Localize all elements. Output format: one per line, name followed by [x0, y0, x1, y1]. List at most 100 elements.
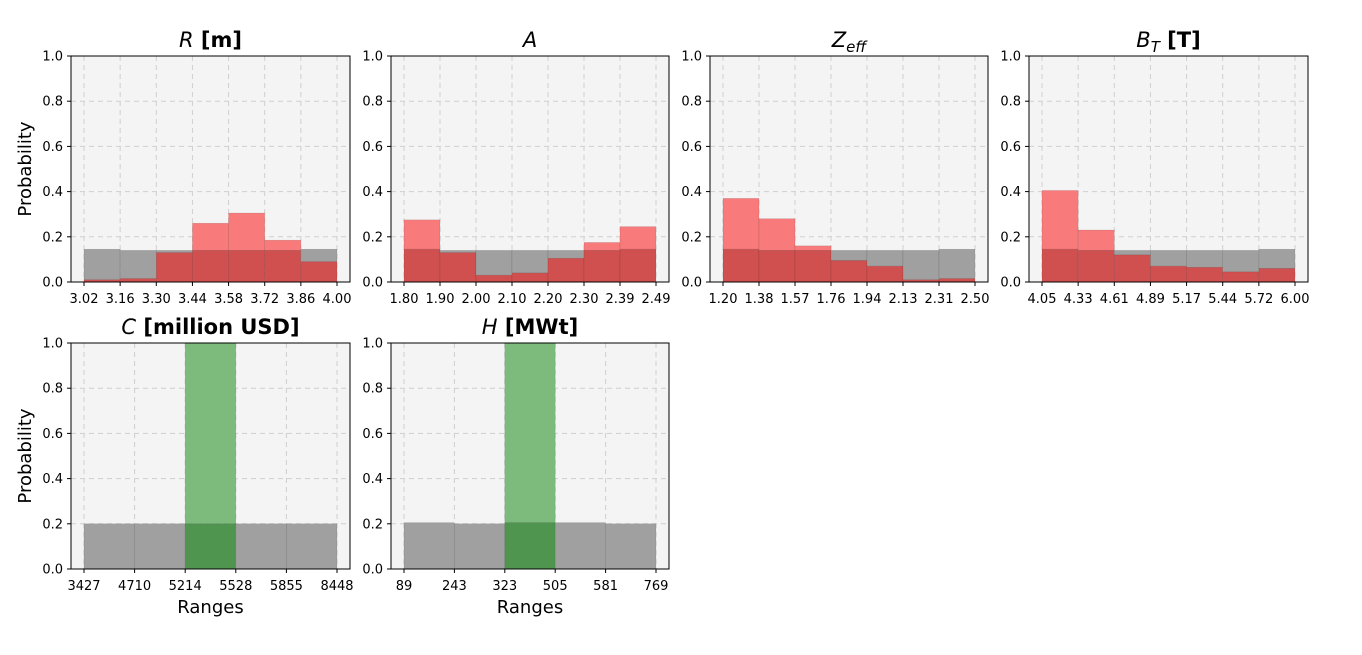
- y-tick-label: 1.0: [42, 337, 63, 352]
- x-tick-label: 5.17: [1172, 292, 1201, 307]
- panel-title: R [m]: [179, 28, 242, 52]
- bar-overlap-1: [1041, 248, 1079, 283]
- x-tick-label: 3.02: [70, 292, 99, 307]
- y-tick-label: 0.8: [1000, 95, 1021, 110]
- title-variable: B: [1136, 28, 1150, 52]
- bar-sample-6: [264, 239, 302, 251]
- y-tick-label: 0.8: [42, 95, 63, 110]
- x-tick-label: 2.13: [889, 292, 918, 307]
- x-tick-label: 4.33: [1064, 292, 1093, 307]
- bar-sample-7: [619, 226, 657, 250]
- panel-title: H [MWt]: [482, 315, 578, 339]
- bar-prior-2: [134, 523, 186, 570]
- x-tick-label: 3.16: [106, 292, 135, 307]
- bar-overlap-6: [264, 250, 302, 283]
- plot-frame: [390, 55, 670, 283]
- y-tick-label: 0.2: [681, 230, 702, 245]
- bar-prior-3: [155, 250, 193, 253]
- x-tick-label: 2.10: [498, 292, 527, 307]
- y-tick-label: 0.6: [362, 140, 383, 155]
- y-tick-label: 0.2: [362, 517, 383, 532]
- chart-panel-5: 0.0 0.2 0.4 0.6 0.8 1.0 3427 4710 5214 5528 5855 84…: [15, 315, 354, 618]
- bar-overlap-4: [830, 260, 868, 283]
- y-tick-label: 0.2: [362, 230, 383, 245]
- y-tick-label: 1.0: [362, 337, 383, 352]
- y-tick-label: 1.0: [1000, 50, 1021, 65]
- bar-prior-7: [300, 248, 338, 262]
- panel-title: BT [T]: [1136, 28, 1200, 56]
- x-tick-label: 2.50: [961, 292, 990, 307]
- bar-overlap-6: [1222, 271, 1260, 283]
- x-tick-label: 1.20: [709, 292, 738, 307]
- y-tick-label: 0.4: [362, 185, 383, 200]
- y-tick-label: 0.4: [42, 185, 63, 200]
- bar-prior-7: [938, 248, 976, 279]
- x-tick-label: 5528: [219, 579, 252, 594]
- bar-overlap-7: [938, 278, 976, 283]
- x-tick-label: 1.94: [853, 292, 882, 307]
- y-tick-label: 1.0: [42, 50, 63, 65]
- chart-panel-3: 0.0 0.2 0.4 0.6 0.8 1.0 1.20 1.38 1.57 1.76 1.94 2.…: [681, 28, 989, 307]
- y-tick-label: 1.0: [681, 50, 702, 65]
- bar-prior-5: [547, 250, 585, 259]
- x-tick-label: 2.49: [642, 292, 671, 307]
- x-tick-label: 2.31: [925, 292, 954, 307]
- bar-overlap-2: [1077, 250, 1115, 283]
- y-tick-label: 0.8: [681, 95, 702, 110]
- x-tick-label: 6.00: [1281, 292, 1310, 307]
- plot-frame: [390, 342, 670, 570]
- y-tick-label: 0.0: [362, 563, 383, 578]
- y-tick-label: 0.2: [1000, 230, 1021, 245]
- y-tick-label: 0.8: [362, 95, 383, 110]
- y-tick-label: 0.0: [681, 276, 702, 291]
- bar-prior-2: [119, 250, 157, 279]
- y-tick-label: 0.6: [362, 427, 383, 442]
- y-tick-label: 0.0: [42, 563, 63, 578]
- x-tick-label: 4.89: [1136, 292, 1165, 307]
- bar-prior-7: [1258, 248, 1296, 269]
- x-tick-label: 1.57: [781, 292, 810, 307]
- bar-overlap-4: [1150, 265, 1187, 283]
- x-tick-label: 5.44: [1208, 292, 1237, 307]
- x-tick-label: 3.72: [250, 292, 279, 307]
- x-tick-label: 2.20: [534, 292, 563, 307]
- x-tick-label: 581: [593, 579, 618, 594]
- x-axis-label: Ranges: [497, 597, 563, 618]
- bar-overlap-1: [722, 248, 760, 283]
- bar-overlap-5: [866, 265, 904, 283]
- bar-prior-5: [605, 523, 657, 570]
- x-tick-label: 4710: [118, 579, 151, 594]
- bar-overlap-2: [758, 250, 796, 283]
- bar-overlap-3: [1113, 254, 1151, 283]
- bar-overlap-4: [511, 272, 549, 283]
- bar-overlap-3: [794, 250, 832, 283]
- chart-panel-2: 0.0 0.2 0.4 0.6 0.8 1.0 1.80 1.90 2.00 2.10 2.20 2.…: [362, 28, 670, 307]
- x-tick-label: 1.76: [817, 292, 846, 307]
- y-tick-label: 0.2: [42, 230, 63, 245]
- x-tick-label: 5.72: [1244, 292, 1273, 307]
- y-tick-label: 0.6: [42, 427, 63, 442]
- title-subscript: eff: [846, 38, 868, 56]
- bar-prior-5: [1186, 250, 1224, 268]
- x-axis-label: Ranges: [177, 597, 243, 618]
- bar-prior-5: [866, 250, 904, 267]
- bar-sample-5: [228, 212, 266, 251]
- bar-prior-4: [235, 523, 287, 570]
- x-tick-label: 1.90: [426, 292, 455, 307]
- x-tick-label: 3427: [67, 579, 100, 594]
- chart-panel-6: 0.0 0.2 0.4 0.6 0.8 1.0 89 243 323 505 581 769 Range…: [362, 315, 670, 618]
- y-tick-label: 0.4: [42, 472, 63, 487]
- plot-frame: [70, 55, 351, 283]
- title-subscript: T: [1151, 38, 1162, 56]
- chart-panel-1: 0.0 0.2 0.4 0.6 0.8 1.0 3.02 3.16 3.30 3.44 3.58 3.…: [15, 28, 351, 307]
- plot-frame: [1028, 55, 1309, 283]
- y-tick-label: 0.8: [362, 382, 383, 397]
- x-tick-label: 5214: [169, 579, 202, 594]
- plot-frame: [70, 342, 351, 570]
- y-tick-label: 0.4: [362, 472, 383, 487]
- bar-overlap-7: [300, 261, 338, 283]
- y-tick-label: 0.4: [681, 185, 702, 200]
- x-tick-label: 2.30: [570, 292, 599, 307]
- title-unit: [million USD]: [136, 315, 299, 339]
